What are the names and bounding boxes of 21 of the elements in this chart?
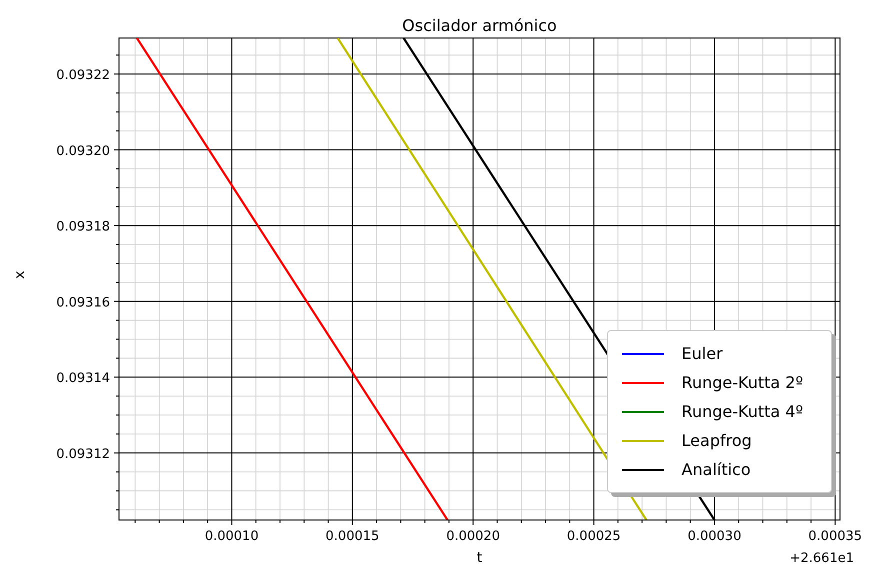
- x-axis-title: t: [476, 550, 483, 566]
- legend-label: Leapfrog: [682, 431, 752, 450]
- legend-label: Euler: [682, 344, 723, 363]
- x-tick-label: 0.00025: [566, 529, 621, 544]
- legend-label: Analítico: [682, 460, 751, 479]
- legend-label: Runge-Kutta 2º: [682, 373, 803, 392]
- y-tick-label: 0.09316: [56, 295, 110, 310]
- y-tick-label: 0.09318: [56, 220, 110, 235]
- chart-title: Oscilador armónico: [401, 16, 558, 35]
- y-tick-label: 0.09322: [56, 68, 110, 83]
- text: +2.661e1: [790, 551, 854, 566]
- x-tick-label: 0.00015: [326, 529, 380, 544]
- x-tick-label: 0.00030: [688, 529, 742, 544]
- y-tick-label: 0.09320: [56, 144, 110, 159]
- x-tick-label: 0.00035: [808, 529, 862, 544]
- legend-label: Runge-Kutta 4º: [682, 402, 803, 421]
- x-tick-label: 0.00020: [446, 529, 500, 544]
- x-tick-label: 0.00010: [204, 529, 259, 544]
- y-axis-title: x: [12, 270, 28, 279]
- y-tick-label: 0.09312: [56, 446, 110, 462]
- y-tick-label: 0.09314: [56, 371, 110, 386]
